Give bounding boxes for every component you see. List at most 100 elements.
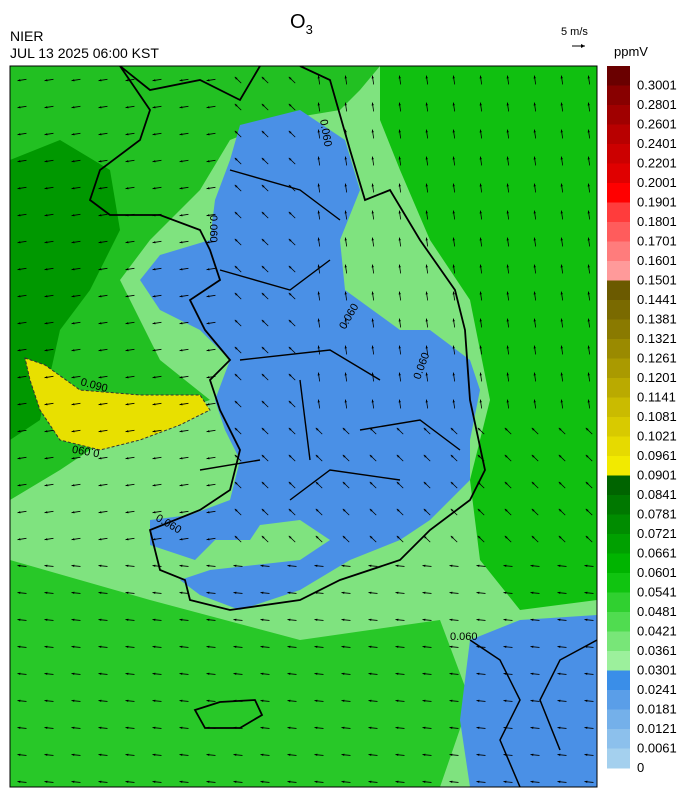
wind-arrow-head <box>423 454 427 458</box>
colorbar-swatch <box>607 319 630 340</box>
wind-arrow-head <box>152 591 156 594</box>
colorbar-label: 0.0961 <box>637 448 677 463</box>
wind-arrow-head <box>396 481 400 485</box>
colorbar-label: 0.1381 <box>637 312 677 327</box>
timestamp: JUL 13 2025 06:00 KST <box>10 45 159 61</box>
wind-arrow-head <box>425 210 428 214</box>
wind-arrow-head <box>288 454 292 458</box>
wind-arrow-head <box>560 399 563 403</box>
wind-arrow-head <box>587 156 590 160</box>
wind-arrow-head <box>317 75 320 79</box>
wind-arrow-head <box>344 318 347 322</box>
wind-arrow-head <box>560 264 563 268</box>
wind-arrow-head <box>44 430 48 433</box>
wind-arrow-head <box>479 129 482 133</box>
wind-arrow-head <box>261 211 265 215</box>
wind-arrow-head <box>423 508 427 512</box>
wind-arrow-head <box>560 210 563 214</box>
colorbar-swatch <box>607 417 630 437</box>
wind-arrow-head <box>422 699 426 702</box>
wind-arrow-head <box>17 511 21 514</box>
wind-vectors <box>17 75 594 783</box>
wind-arrow-head <box>125 349 129 352</box>
wind-arrow-head <box>206 214 210 217</box>
wind-arrow-head <box>152 106 156 109</box>
wind-arrow-head <box>587 75 590 79</box>
wind-arrow-head <box>398 156 401 160</box>
wind-arrow-head <box>179 187 183 190</box>
wind-arrow-head <box>479 102 482 106</box>
wind-arrow-head <box>17 241 21 244</box>
wind-arrow-head <box>317 264 320 268</box>
wind-arrow-head <box>98 591 102 594</box>
wind-arrow-head <box>152 295 156 298</box>
colorbar-swatch <box>607 378 630 398</box>
wind-arrow-head <box>17 699 21 702</box>
wind-arrow-head <box>71 241 75 244</box>
wind-arrow-head <box>396 535 400 539</box>
wind-arrow-head <box>398 372 401 376</box>
wind-arrow-head <box>44 645 48 648</box>
wind-arrow-head <box>17 349 21 352</box>
wind-arrow-head <box>585 427 589 431</box>
wind-arrow-head <box>314 726 318 729</box>
wind-arrow-head <box>125 160 129 163</box>
wind-arrow-head <box>260 726 264 729</box>
wind-arrow-head <box>476 726 480 729</box>
wind-arrow-head <box>317 129 320 133</box>
wind-arrow-head <box>479 156 482 160</box>
wind-arrow-head <box>17 106 21 109</box>
wind-arrow-head <box>506 156 509 160</box>
wind-arrow-head <box>396 427 400 431</box>
wind-arrow-head <box>125 430 129 433</box>
wind-arrow-head <box>125 591 129 594</box>
colorbar-label: 0.1141 <box>637 390 676 405</box>
wind-arrow-head <box>425 399 428 403</box>
wind-arrow-head <box>206 133 210 136</box>
wind-arrow-head <box>425 237 428 241</box>
wind-arrow-head <box>479 345 482 349</box>
wind-arrow-head <box>533 291 536 295</box>
wind-arrow-head <box>234 319 238 323</box>
wind-arrow-head <box>206 241 210 244</box>
wind-arrow-head <box>288 238 292 242</box>
wind-arrow-head <box>479 399 482 403</box>
wind-arrow-head <box>71 484 75 487</box>
wind-arrow-head <box>261 265 265 269</box>
wind-arrow-head <box>98 699 102 702</box>
colorbar-label: 0.0901 <box>637 468 677 483</box>
wind-arrow-head <box>71 268 75 271</box>
wind-arrow-head <box>317 210 320 214</box>
colorbar-label: 0.1701 <box>637 234 677 249</box>
wind-arrow-head <box>152 484 156 487</box>
wind-arrow-head <box>395 780 399 783</box>
wind-arrow-head <box>125 241 129 244</box>
colorbar-unit: ppmV <box>614 44 648 59</box>
wind-arrow-head <box>179 268 183 271</box>
wind-arrow-head <box>504 481 508 485</box>
wind-arrow-head <box>452 102 455 106</box>
wind-arrow-head <box>452 291 455 295</box>
wind-arrow-head <box>398 318 401 322</box>
wind-arrow-head <box>398 129 401 133</box>
wind-arrow-head <box>584 564 588 567</box>
wind-arrow-head <box>71 618 75 621</box>
wind-arrow-head <box>98 780 102 783</box>
wind-arrow-head <box>476 780 480 783</box>
wind-arrow-head <box>531 427 535 431</box>
wind-arrow-head <box>98 241 102 244</box>
wind-arrow-head <box>234 400 238 404</box>
wind-arrow-head <box>452 399 455 403</box>
wind-arrow-head <box>44 511 48 514</box>
wind-arrow-head <box>206 295 210 298</box>
wind-arrow-head <box>288 265 292 269</box>
wind-arrow-head <box>44 295 48 298</box>
wind-arrow-head <box>152 564 156 567</box>
wind-arrow-head <box>44 564 48 567</box>
wind-arrow-head <box>368 780 372 783</box>
colorbar-swatch <box>607 202 630 223</box>
wind-arrow-head <box>422 645 426 648</box>
wind-arrow-head <box>233 780 237 783</box>
wind-arrow-head <box>506 183 509 187</box>
colorbar-swatch <box>607 456 630 476</box>
